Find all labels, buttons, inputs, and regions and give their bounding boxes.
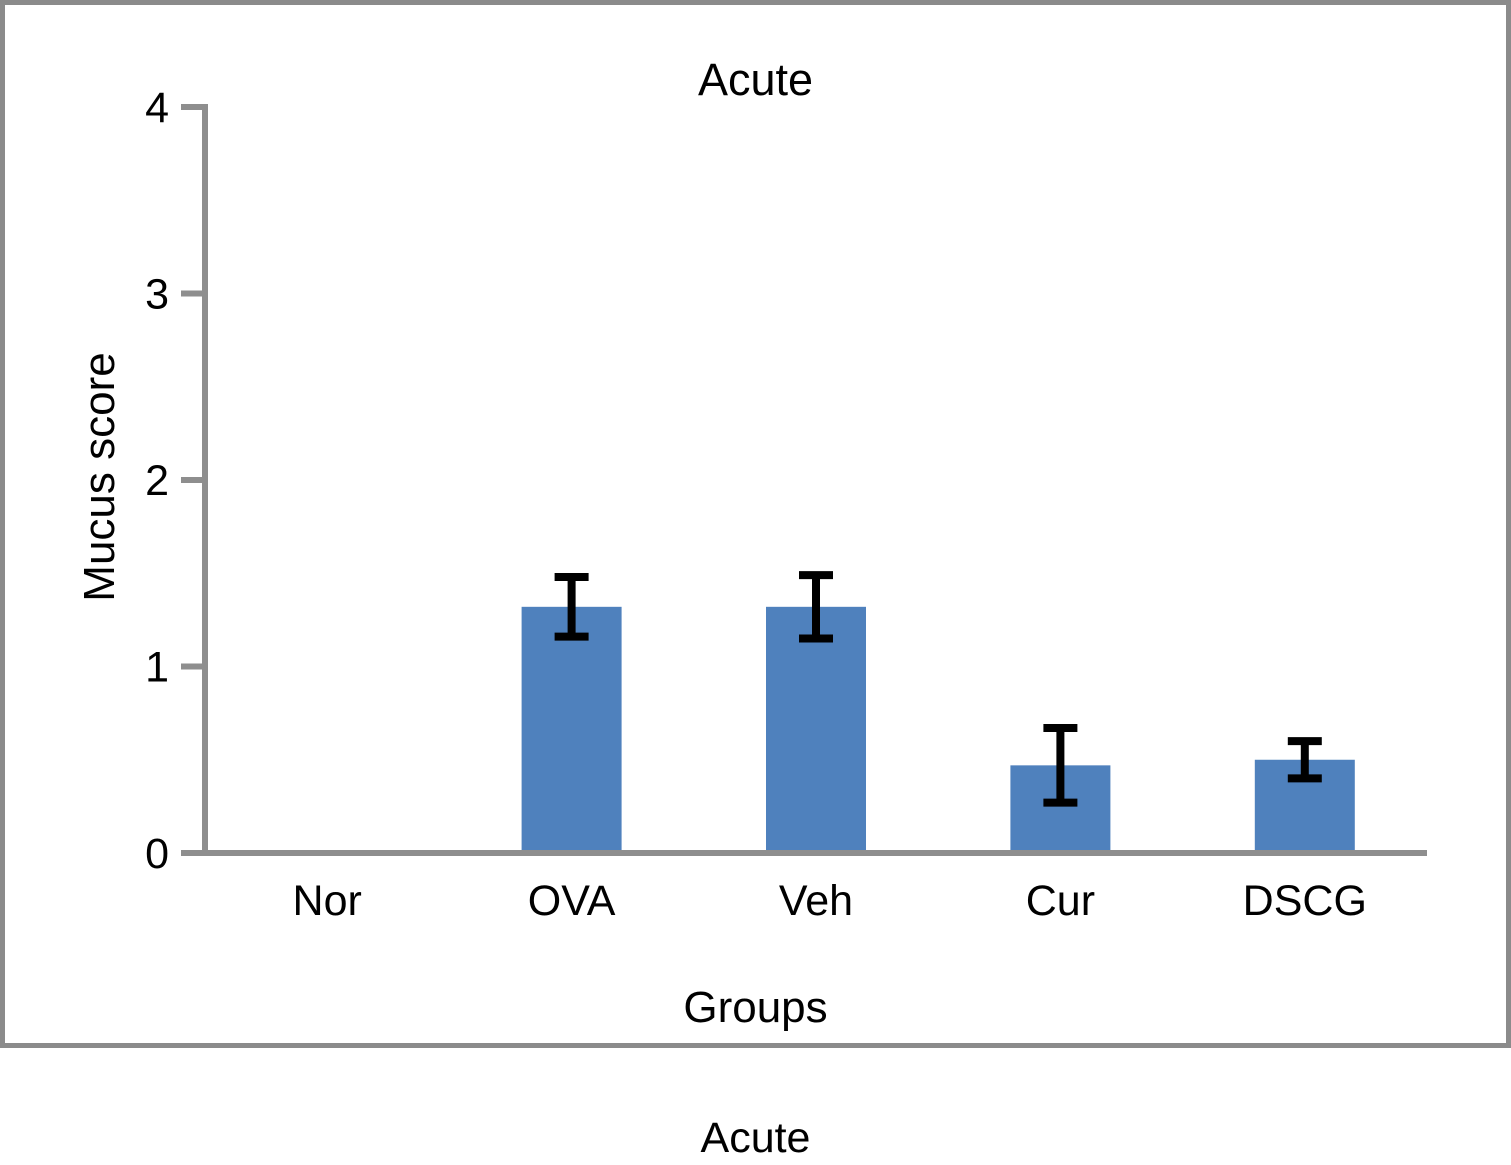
x-tick-label-ova: OVA — [528, 877, 616, 925]
x-tick-label-dscg: DSCG — [1243, 877, 1367, 925]
y-tick-label-0: 0 — [145, 830, 169, 878]
y-axis-label: Mucus score — [75, 352, 124, 602]
y-tick-label-1: 1 — [145, 644, 169, 692]
x-tick-label-veh: Veh — [779, 877, 853, 925]
bar-ova — [521, 606, 622, 853]
figure-caption: Acute — [700, 1114, 811, 1162]
y-tick-label-4: 4 — [145, 84, 169, 132]
x-axis-label: Groups — [683, 983, 828, 1032]
y-tick-label-3: 3 — [145, 271, 169, 319]
bar-veh — [766, 606, 866, 853]
y-tick-label-2: 2 — [145, 457, 169, 505]
x-tick-label-cur: Cur — [1026, 877, 1095, 925]
x-tick-label-nor: Nor — [293, 877, 362, 925]
figure-frame: 0 1 2 3 4 Nor OVA Veh Cur DSCG Acute Mucus score … — [0, 0, 1511, 1048]
chart-title: Acute — [697, 54, 814, 105]
mucus-score-bar-chart: 0 1 2 3 4 Nor OVA Veh Cur DSCG — [145, 84, 1427, 925]
